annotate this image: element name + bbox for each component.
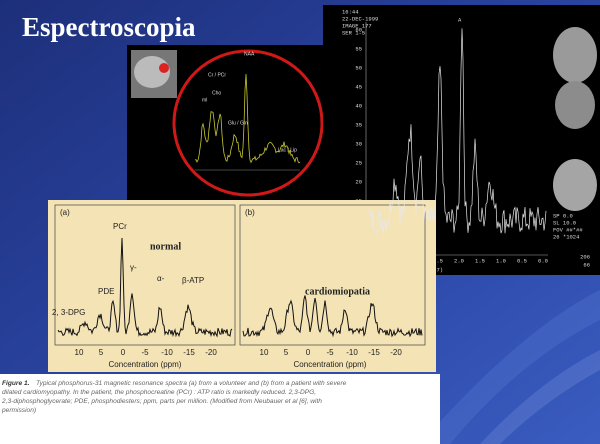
x-tick-label: 0 (121, 348, 126, 357)
mri-param: FOV ##*## (553, 226, 583, 233)
caption-line: Typical phosphorus-31 magnetic resonance… (36, 380, 347, 387)
panel-label: (a) (60, 208, 70, 217)
peak-label: NAA (244, 51, 255, 57)
x-tick-label: 1.5 (475, 257, 485, 264)
x-tick-label: 0.0 (538, 257, 548, 264)
x-tick-label: 5 (99, 348, 104, 357)
x-tick-label: -5 (141, 348, 149, 357)
peak-label: 2, 3-DPG (52, 308, 85, 317)
peak-label: α- (157, 274, 165, 283)
peak-label: Cr / PCr (208, 72, 226, 78)
x-tick-label: 2.0 (454, 257, 464, 264)
x-tick-label: -10 (161, 348, 173, 357)
x-tick-label: -10 (346, 348, 358, 357)
x-tick-label: 0.5 (517, 257, 527, 264)
y-tick-label: 55 (355, 45, 362, 52)
x-axis-label: Concentration (ppm) (294, 360, 367, 369)
x-tick-label: -5 (326, 348, 334, 357)
y-tick-label: 45 (355, 83, 362, 90)
caption-label: Figure 1. (2, 380, 30, 387)
condition-label: cardiomiopatia (305, 286, 370, 297)
peak-label: Cho (212, 90, 221, 96)
mri-slice (553, 27, 597, 83)
condition-label: normal (150, 241, 181, 252)
caption-line: 2,3-diphosphoglycerate; PDE, phosphodies… (1, 398, 322, 405)
mri-param: 206 (580, 253, 590, 260)
peak-label: Glu / Gln (228, 120, 248, 126)
x-tick-label: -15 (368, 348, 380, 357)
x-tick-label: 1.0 (496, 257, 506, 264)
panel-label: (b) (245, 208, 255, 217)
y-tick-label: 30 (355, 140, 362, 147)
x-tick-label: -15 (183, 348, 195, 357)
slide-title: Espectroscopia (22, 12, 196, 42)
y-tick-label: 35 (355, 121, 362, 128)
caption-line: permission) (1, 407, 36, 414)
slide: Espectroscopia NAA Cr / PCr Choml Glu / Gln… (0, 0, 600, 444)
peak-label: γ- (130, 263, 137, 272)
x-tick-label: 0 (306, 348, 311, 357)
y-tick-label: 40 (355, 102, 362, 109)
mri-slice (555, 81, 595, 129)
peak-label: β-ATP (182, 276, 204, 285)
y-tick-label: 50 (355, 64, 362, 71)
x-tick-label: -20 (390, 348, 402, 357)
peak-label: PCr (113, 222, 127, 231)
caption-line: dilated cardiomyopathy. In the patient, … (2, 389, 316, 396)
y-tick-label: 25 (355, 159, 362, 166)
mri-slice (553, 159, 597, 211)
y-tick-label: 20 (355, 178, 362, 185)
x-tick-label: 10 (75, 348, 84, 357)
mri-param: 66 (583, 261, 590, 268)
peak-label: ml (202, 97, 207, 103)
voxel (159, 63, 169, 73)
y-tick-label: 60 (355, 26, 362, 33)
x-tick-label: -20 (205, 348, 217, 357)
mri-param: SP 0.0 (553, 212, 573, 219)
mri-param: 26 *1024 (553, 233, 580, 240)
mri-param: SL 10.0 (553, 219, 576, 226)
peak-label: PDE (98, 287, 114, 296)
x-axis-label: Concentration (ppm) (109, 360, 182, 369)
x-tick-label: 10 (260, 348, 269, 357)
mri-info: 16:44 (342, 8, 359, 15)
mri-info: 22-DEC-1999 (342, 15, 378, 22)
x-tick-label: 5 (284, 348, 289, 357)
